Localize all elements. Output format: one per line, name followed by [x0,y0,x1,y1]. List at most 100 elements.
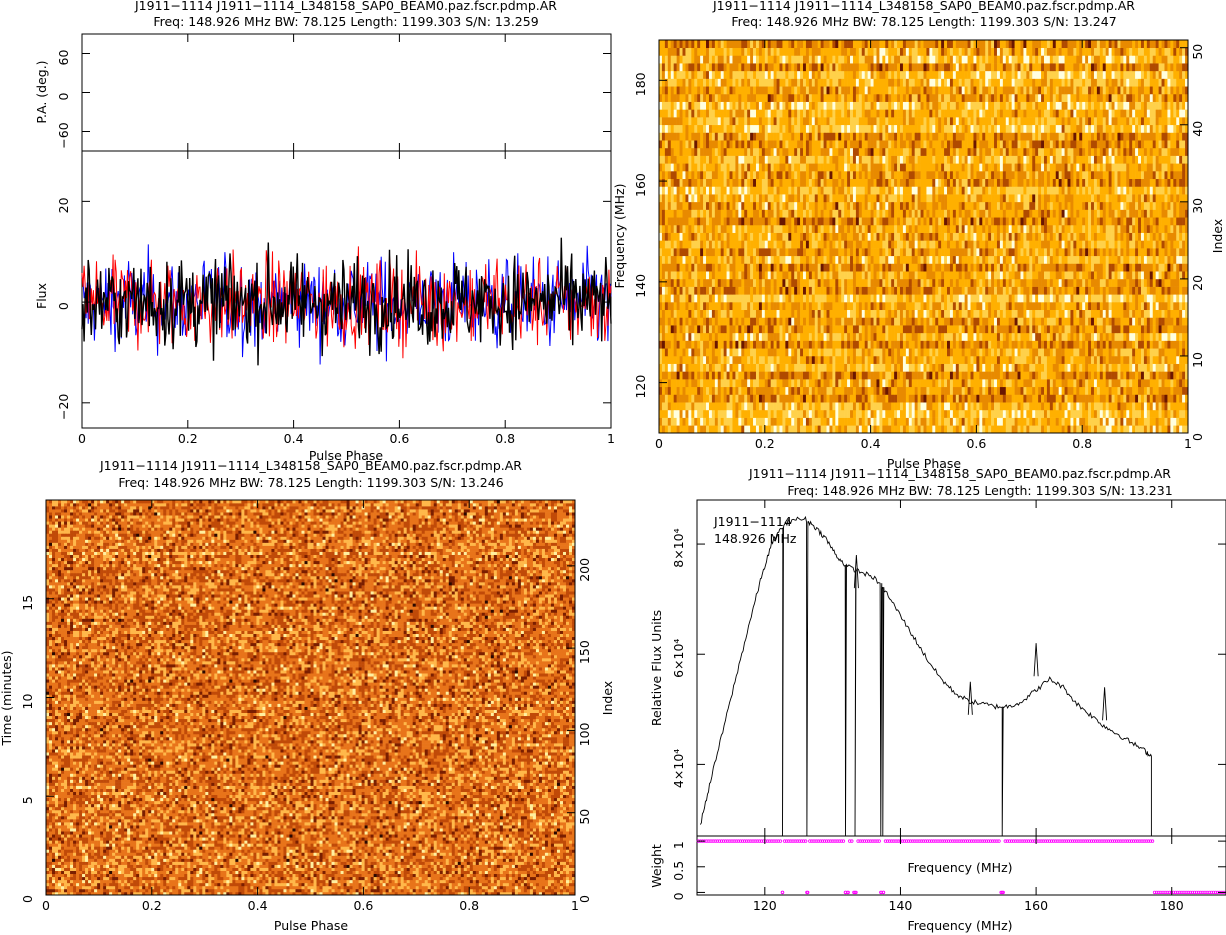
freq-phase-cell [691,317,694,325]
freq-phase-cell [1100,279,1103,287]
freq-phase-cell [921,394,924,402]
freq-phase-cell [1018,317,1021,325]
freq-phase-cell [924,333,927,341]
freq-phase-cell [853,217,856,225]
freq-phase-cell [1179,371,1182,379]
freq-phase-cell [1106,302,1109,310]
freq-phase-cell [671,364,674,372]
freq-phase-cell [859,394,862,402]
freq-phase-cell [1000,248,1003,256]
freq-phase-cell [706,348,709,356]
freq-phase-cell [918,302,921,310]
freq-phase-cell [1153,240,1156,248]
freq-phase-cell [782,279,785,287]
freq-phase-cell [1170,341,1173,349]
freq-phase-cell [976,418,979,426]
freq-phase-cell [1167,240,1170,248]
freq-phase-cell [1106,364,1109,372]
freq-phase-cell [1179,341,1182,349]
freq-phase-cell [1126,317,1129,325]
freq-phase-cell [1167,310,1170,318]
freq-phase-cell [991,294,994,302]
freq-phase-cell [859,302,862,310]
freq-phase-cell [882,248,885,256]
freq-phase-cell [824,317,827,325]
freq-phase-cell [1026,402,1029,410]
freq-phase-cell [1035,271,1038,279]
freq-phase-cell [797,302,800,310]
freq-phase-cell [803,341,806,349]
freq-phase-cell [862,394,865,402]
freq-phase-cell [941,333,944,341]
freq-phase-cell [1006,425,1009,433]
freq-phase-cell [800,294,803,302]
freq-phase-cell [771,356,774,364]
freq-phase-cell [685,325,688,333]
freq-phase-cell [1003,302,1006,310]
freq-phase-cell [738,425,741,433]
freq-phase-cell [1170,379,1173,387]
freq-phase-cell [1132,279,1135,287]
freq-phase-cell [962,333,965,341]
freq-phase-cell [1041,418,1044,426]
freq-phase-cell [744,387,747,395]
freq-phase-cell [782,410,785,418]
freq-phase-cell [876,225,879,233]
freq-phase-cell [988,271,991,279]
freq-phase-cell [882,263,885,271]
freq-phase-cell [1173,302,1176,310]
freq-phase-cell [982,271,985,279]
freq-phase-cell [903,240,906,248]
freq-phase-cell [1015,387,1018,395]
freq-phase-cell [812,333,815,341]
freq-phase-cell [694,233,697,241]
freq-phase-cell [874,379,877,387]
freq-phase-cell [944,302,947,310]
freq-phase-cell [782,325,785,333]
freq-phase-cell [674,263,677,271]
freq-phase-cell [1023,333,1026,341]
freq-phase-cell [882,410,885,418]
freq-phase-cell [685,387,688,395]
freq-phase-cell [1112,302,1115,310]
freq-phase-cell [932,287,935,295]
freq-phase-cell [738,402,741,410]
freq-phase-cell [779,217,782,225]
freq-phase-cell [732,341,735,349]
freq-phase-cell [1117,410,1120,418]
freq-phase-cell [788,325,791,333]
freq-phase-cell [1003,310,1006,318]
freq-phase-cell [703,271,706,279]
freq-phase-cell [1041,333,1044,341]
freq-phase-cell [794,294,797,302]
freq-phase-cell [1018,402,1021,410]
freq-phase-cell [876,302,879,310]
freq-phase-cell [918,402,921,410]
freq-phase-cell [712,271,715,279]
freq-phase-cell [1079,387,1082,395]
freq-phase-cell [832,325,835,333]
freq-phase-cell [815,379,818,387]
freq-phase-cell [953,371,956,379]
freq-phase-cell [906,310,909,318]
freq-phase-cell [1026,333,1029,341]
freq-phase-cell [1094,233,1097,241]
freq-phase-cell [724,325,727,333]
freq-phase-cell [706,310,709,318]
freq-phase-cell [1009,287,1012,295]
freq-phase-cell [1068,348,1071,356]
freq-phase-cell [685,225,688,233]
freq-phase-cell [1159,240,1162,248]
freq-phase-cell [879,333,882,341]
freq-phase-cell [941,302,944,310]
freq-phase-cell [965,240,968,248]
freq-phase-cell [785,348,788,356]
freq-phase-cell [941,394,944,402]
freq-phase-cell [815,325,818,333]
freq-phase-cell [800,233,803,241]
freq-phase-cell [971,371,974,379]
freq-phase-cell [1112,356,1115,364]
freq-phase-cell [1170,263,1173,271]
freq-phase-cell [929,302,932,310]
freq-phase-cell [929,287,932,295]
